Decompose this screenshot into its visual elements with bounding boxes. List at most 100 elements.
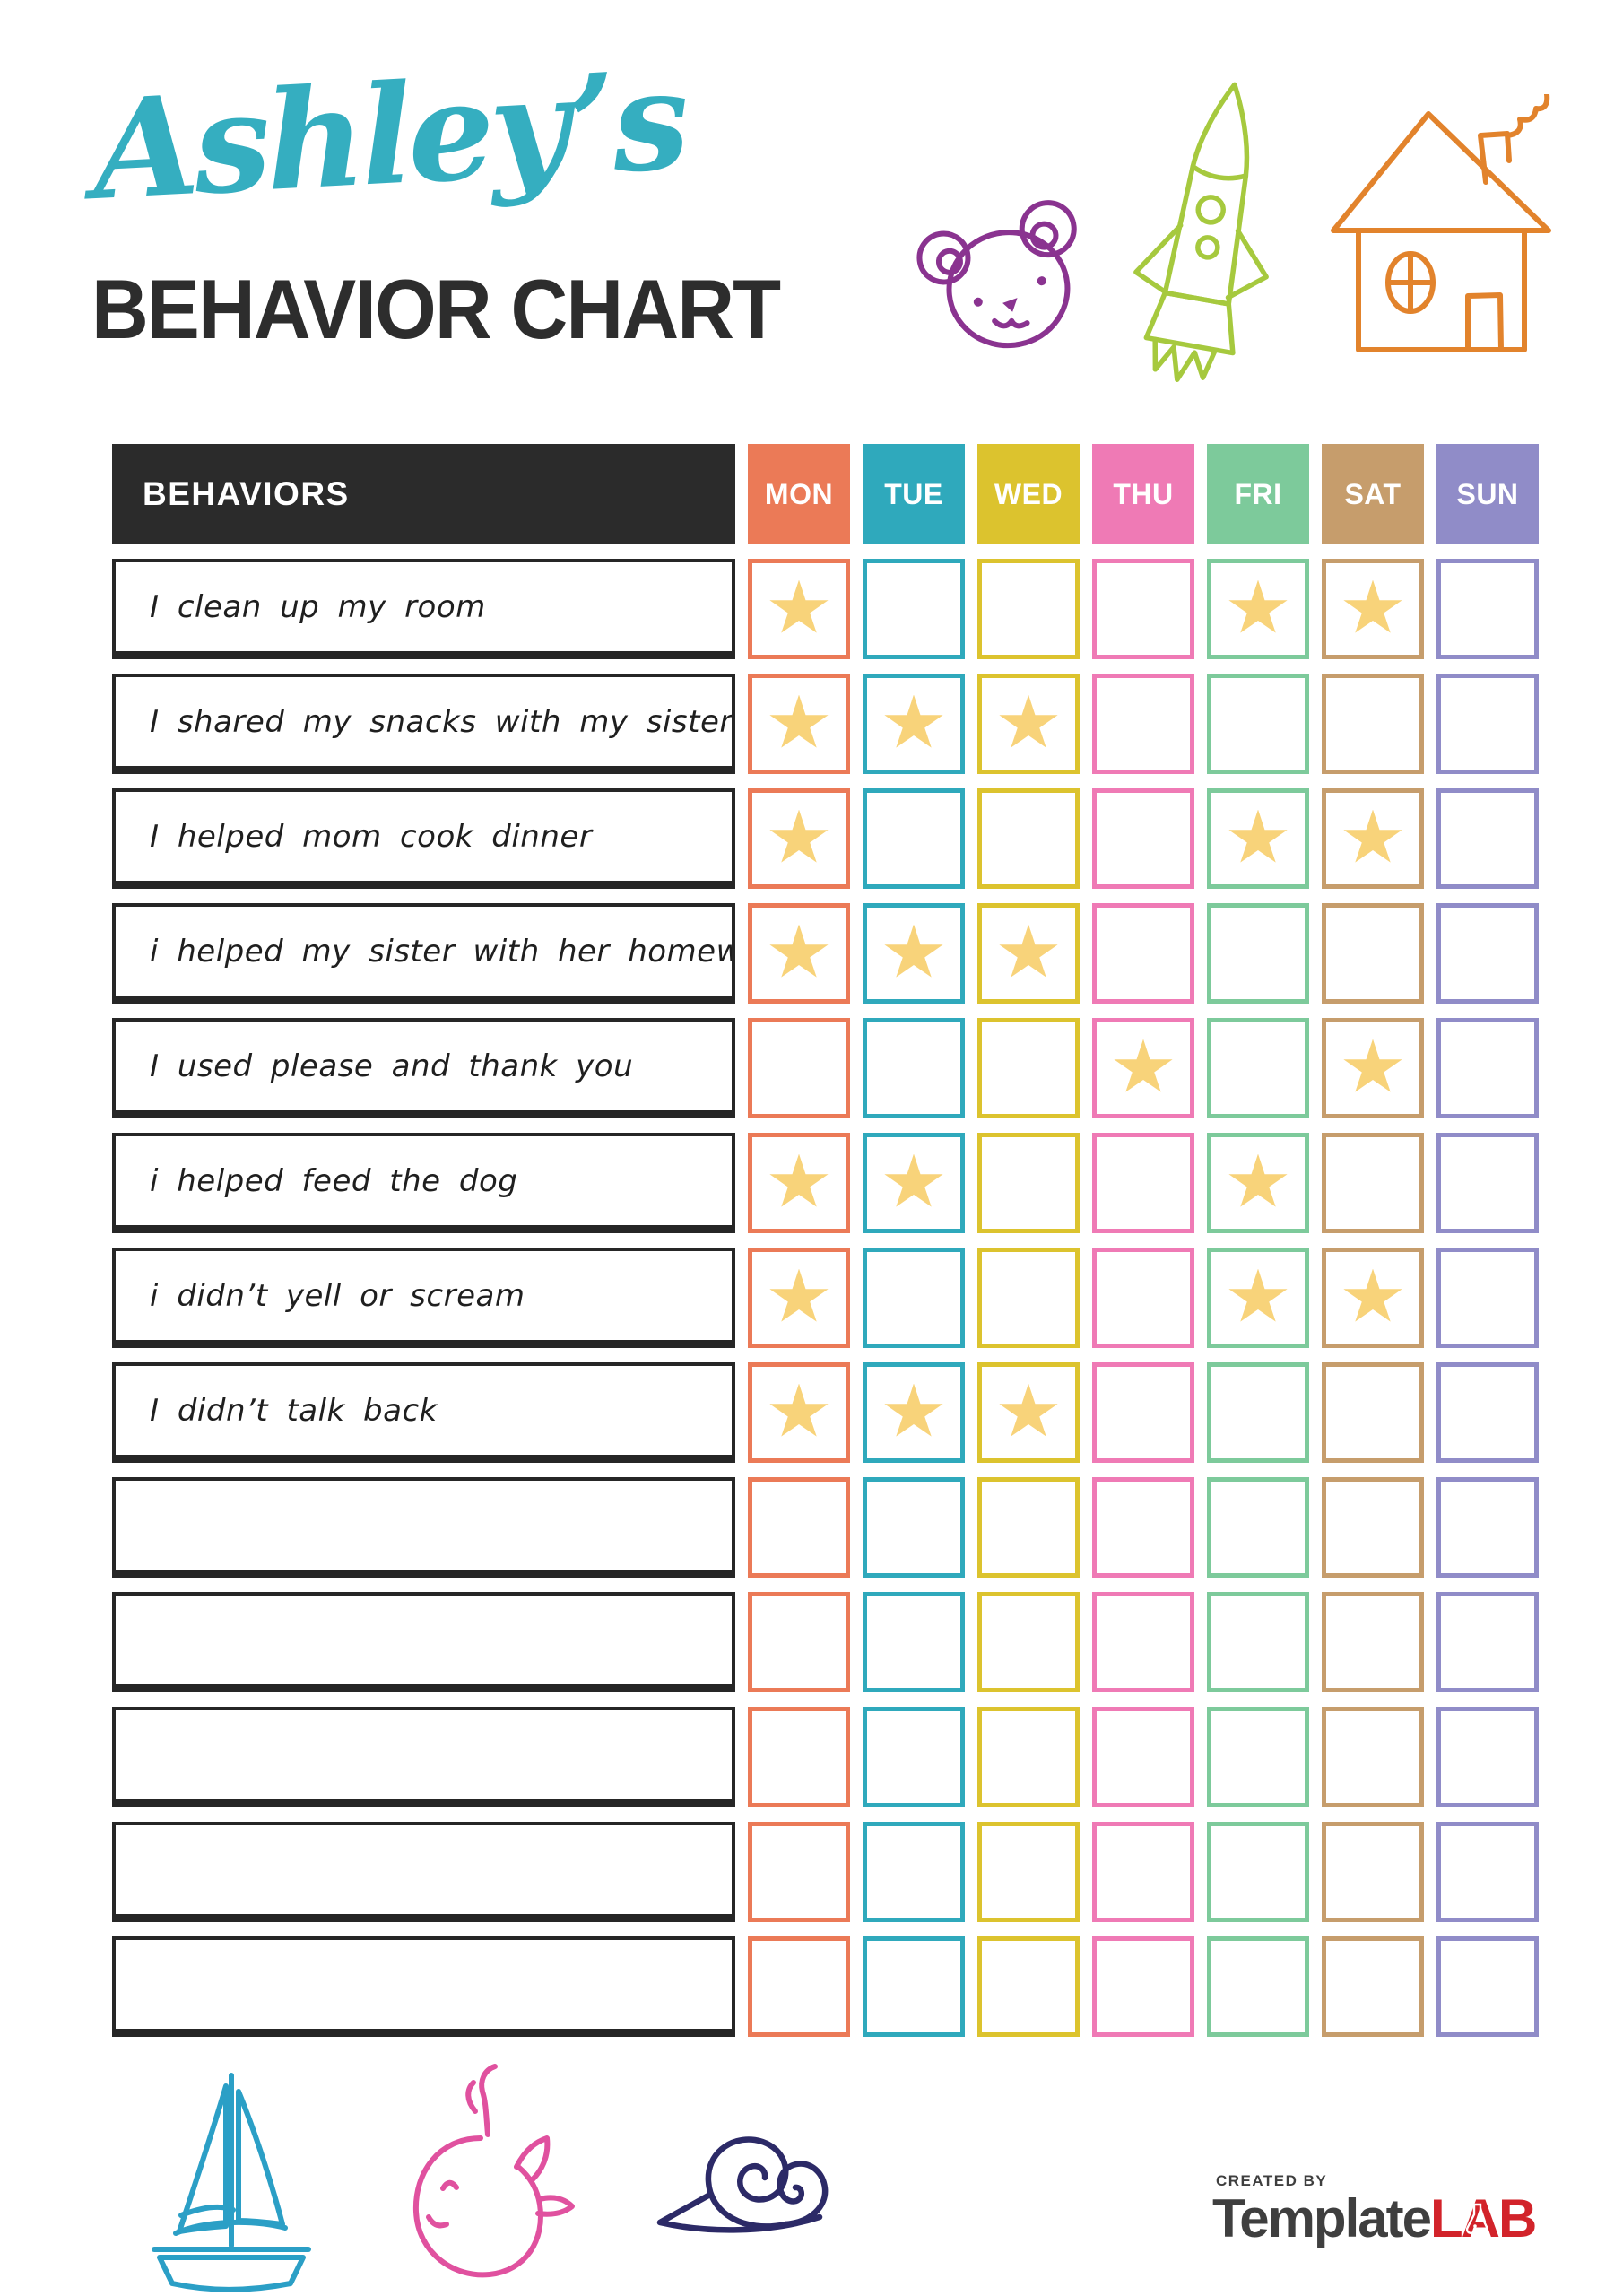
day-cell-sun-row-12[interactable] — [1436, 1822, 1539, 1922]
day-cell-wed-row-1[interactable] — [977, 559, 1080, 659]
day-cell-wed-row-9[interactable] — [977, 1477, 1080, 1578]
day-cell-sun-row-10[interactable] — [1436, 1592, 1539, 1692]
day-cell-sat-row-9[interactable] — [1322, 1477, 1424, 1578]
behavior-label-row-12[interactable] — [112, 1822, 735, 1922]
day-cell-sat-row-5[interactable] — [1322, 1018, 1424, 1118]
day-cell-fri-row-11[interactable] — [1207, 1707, 1309, 1807]
behavior-label-row-1[interactable]: I clean up my room — [112, 559, 735, 659]
behavior-label-row-10[interactable] — [112, 1592, 735, 1692]
day-cell-wed-row-5[interactable] — [977, 1018, 1080, 1118]
day-cell-tue-row-3[interactable] — [863, 788, 965, 889]
day-cell-thu-row-7[interactable] — [1092, 1248, 1194, 1348]
day-cell-thu-row-8[interactable] — [1092, 1362, 1194, 1463]
day-cell-tue-row-7[interactable] — [863, 1248, 965, 1348]
day-cell-sat-row-10[interactable] — [1322, 1592, 1424, 1692]
day-cell-thu-row-2[interactable] — [1092, 674, 1194, 774]
day-cell-thu-row-9[interactable] — [1092, 1477, 1194, 1578]
behavior-label-row-3[interactable]: I helped mom cook dinner — [112, 788, 735, 889]
behavior-label-row-11[interactable] — [112, 1707, 735, 1807]
day-cell-tue-row-2[interactable] — [863, 674, 965, 774]
day-cell-tue-row-5[interactable] — [863, 1018, 965, 1118]
day-cell-sat-row-12[interactable] — [1322, 1822, 1424, 1922]
day-cell-sun-row-1[interactable] — [1436, 559, 1539, 659]
day-cell-fri-row-1[interactable] — [1207, 559, 1309, 659]
day-cell-fri-row-6[interactable] — [1207, 1133, 1309, 1233]
day-cell-mon-row-12[interactable] — [748, 1822, 850, 1922]
day-cell-tue-row-1[interactable] — [863, 559, 965, 659]
day-cell-fri-row-13[interactable] — [1207, 1936, 1309, 2037]
day-cell-thu-row-1[interactable] — [1092, 559, 1194, 659]
day-cell-sun-row-13[interactable] — [1436, 1936, 1539, 2037]
day-cell-sat-row-2[interactable] — [1322, 674, 1424, 774]
behavior-label-row-4[interactable]: i helped my sister with her homework — [112, 903, 735, 1004]
day-cell-fri-row-7[interactable] — [1207, 1248, 1309, 1348]
day-cell-mon-row-10[interactable] — [748, 1592, 850, 1692]
day-cell-wed-row-4[interactable] — [977, 903, 1080, 1004]
day-cell-wed-row-13[interactable] — [977, 1936, 1080, 2037]
behavior-label-row-2[interactable]: I shared my snacks with my sister — [112, 674, 735, 774]
behavior-label-row-5[interactable]: I used please and thank you — [112, 1018, 735, 1118]
day-cell-mon-row-4[interactable] — [748, 903, 850, 1004]
day-cell-sun-row-6[interactable] — [1436, 1133, 1539, 1233]
day-cell-wed-row-6[interactable] — [977, 1133, 1080, 1233]
day-cell-sat-row-7[interactable] — [1322, 1248, 1424, 1348]
day-cell-wed-row-2[interactable] — [977, 674, 1080, 774]
day-cell-mon-row-9[interactable] — [748, 1477, 850, 1578]
day-cell-mon-row-8[interactable] — [748, 1362, 850, 1463]
day-cell-fri-row-10[interactable] — [1207, 1592, 1309, 1692]
day-cell-sun-row-7[interactable] — [1436, 1248, 1539, 1348]
day-cell-wed-row-3[interactable] — [977, 788, 1080, 889]
day-cell-tue-row-4[interactable] — [863, 903, 965, 1004]
day-cell-tue-row-10[interactable] — [863, 1592, 965, 1692]
day-cell-mon-row-6[interactable] — [748, 1133, 850, 1233]
day-cell-fri-row-12[interactable] — [1207, 1822, 1309, 1922]
day-cell-mon-row-11[interactable] — [748, 1707, 850, 1807]
day-cell-mon-row-5[interactable] — [748, 1018, 850, 1118]
behavior-label-row-7[interactable]: i didn’t yell or scream — [112, 1248, 735, 1348]
day-cell-fri-row-3[interactable] — [1207, 788, 1309, 889]
day-cell-thu-row-11[interactable] — [1092, 1707, 1194, 1807]
day-cell-tue-row-6[interactable] — [863, 1133, 965, 1233]
day-cell-sat-row-3[interactable] — [1322, 788, 1424, 889]
day-cell-sun-row-8[interactable] — [1436, 1362, 1539, 1463]
day-cell-sat-row-8[interactable] — [1322, 1362, 1424, 1463]
day-cell-thu-row-3[interactable] — [1092, 788, 1194, 889]
day-cell-tue-row-9[interactable] — [863, 1477, 965, 1578]
day-cell-fri-row-4[interactable] — [1207, 903, 1309, 1004]
day-cell-sun-row-9[interactable] — [1436, 1477, 1539, 1578]
day-cell-wed-row-10[interactable] — [977, 1592, 1080, 1692]
day-cell-sun-row-11[interactable] — [1436, 1707, 1539, 1807]
day-cell-wed-row-7[interactable] — [977, 1248, 1080, 1348]
day-cell-thu-row-6[interactable] — [1092, 1133, 1194, 1233]
day-cell-sat-row-6[interactable] — [1322, 1133, 1424, 1233]
day-cell-mon-row-7[interactable] — [748, 1248, 850, 1348]
behavior-label-row-13[interactable] — [112, 1936, 735, 2037]
day-cell-fri-row-8[interactable] — [1207, 1362, 1309, 1463]
day-cell-fri-row-5[interactable] — [1207, 1018, 1309, 1118]
day-cell-thu-row-4[interactable] — [1092, 903, 1194, 1004]
day-cell-tue-row-11[interactable] — [863, 1707, 965, 1807]
day-cell-wed-row-8[interactable] — [977, 1362, 1080, 1463]
day-cell-sat-row-13[interactable] — [1322, 1936, 1424, 2037]
day-cell-sun-row-4[interactable] — [1436, 903, 1539, 1004]
day-cell-mon-row-1[interactable] — [748, 559, 850, 659]
day-cell-sun-row-3[interactable] — [1436, 788, 1539, 889]
day-cell-tue-row-8[interactable] — [863, 1362, 965, 1463]
day-cell-mon-row-2[interactable] — [748, 674, 850, 774]
day-cell-tue-row-12[interactable] — [863, 1822, 965, 1922]
day-cell-tue-row-13[interactable] — [863, 1936, 965, 2037]
day-cell-mon-row-3[interactable] — [748, 788, 850, 889]
day-cell-thu-row-13[interactable] — [1092, 1936, 1194, 2037]
day-cell-sat-row-4[interactable] — [1322, 903, 1424, 1004]
day-cell-fri-row-2[interactable] — [1207, 674, 1309, 774]
day-cell-sun-row-2[interactable] — [1436, 674, 1539, 774]
behavior-label-row-8[interactable]: I didn’t talk back — [112, 1362, 735, 1463]
day-cell-wed-row-11[interactable] — [977, 1707, 1080, 1807]
day-cell-thu-row-12[interactable] — [1092, 1822, 1194, 1922]
day-cell-wed-row-12[interactable] — [977, 1822, 1080, 1922]
day-cell-sun-row-5[interactable] — [1436, 1018, 1539, 1118]
day-cell-thu-row-10[interactable] — [1092, 1592, 1194, 1692]
day-cell-fri-row-9[interactable] — [1207, 1477, 1309, 1578]
day-cell-mon-row-13[interactable] — [748, 1936, 850, 2037]
day-cell-thu-row-5[interactable] — [1092, 1018, 1194, 1118]
